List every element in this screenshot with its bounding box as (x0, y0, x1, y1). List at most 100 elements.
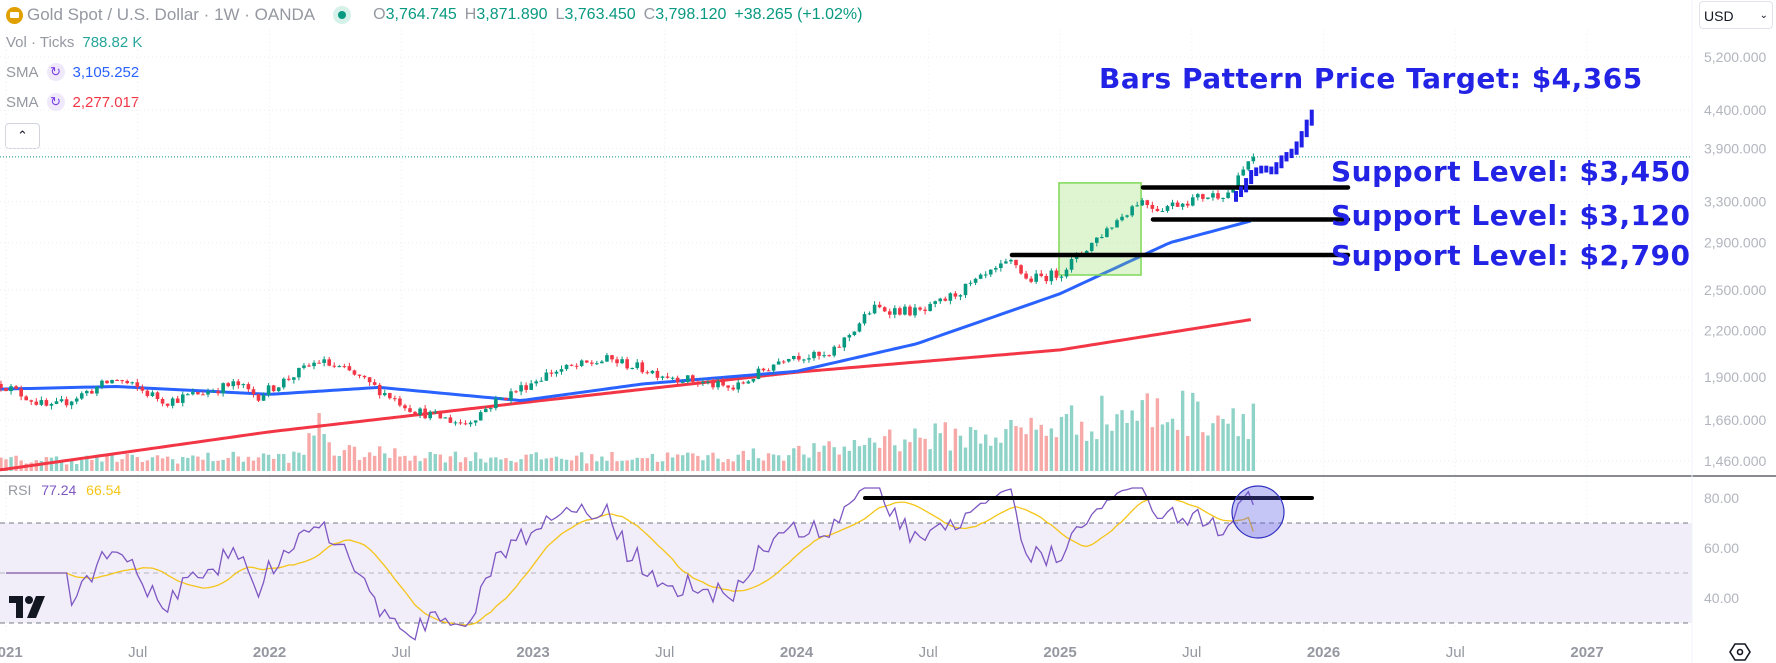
volume-bar (1211, 423, 1215, 471)
volume-bar (539, 459, 543, 471)
volume-bar (256, 457, 261, 471)
candle-body (938, 298, 943, 302)
volume-bar (75, 464, 79, 471)
collapse-legend-button[interactable]: ⌃ (5, 123, 40, 149)
refresh-icon[interactable]: ↻ (46, 63, 65, 81)
x-tick-label: 2022 (253, 644, 286, 661)
volume-bar (893, 445, 897, 471)
candle-body (615, 359, 619, 364)
volume-bar (989, 445, 993, 471)
candle-body (14, 386, 18, 389)
candle-body (908, 306, 912, 316)
settings-icon[interactable] (1729, 642, 1751, 662)
chevron-down-icon: ⌄ (1759, 10, 1768, 21)
volume-bar (463, 457, 468, 471)
volume-bar (1074, 434, 1079, 471)
price-target-annotation[interactable]: Bars Pattern Price Target: $4,365 (1099, 62, 1643, 95)
volume-bar (1150, 427, 1155, 471)
volume-bar (448, 456, 453, 471)
candle-body (201, 394, 205, 396)
candle-body (155, 392, 160, 399)
volume-bar (883, 436, 887, 471)
candle-body (716, 381, 720, 388)
candle-body (115, 379, 119, 381)
gold-logo-icon (6, 6, 23, 24)
volume-bar (236, 456, 240, 471)
projection-bar (1234, 190, 1238, 202)
price-tick-label: 2,500.000 (1704, 282, 1766, 298)
candle-body (630, 367, 634, 369)
candle-body (973, 278, 978, 283)
candle-body (206, 391, 210, 395)
volume-bar (423, 458, 427, 471)
volume-bar (1069, 405, 1074, 471)
volume-bar (145, 460, 150, 471)
candle-body (731, 387, 735, 390)
rsi-value: 77.24 (41, 482, 77, 498)
candle-body (423, 408, 427, 419)
support-label-2790[interactable]: Support Level: $2,790 (1331, 239, 1691, 272)
candle-body (579, 360, 584, 366)
x-tick-label: Jul (392, 644, 411, 661)
candle-body (1054, 270, 1059, 278)
volume-bar (110, 454, 114, 471)
volume-bar (322, 434, 326, 471)
rsi-label: RSI (8, 482, 32, 498)
volume-bar (150, 457, 155, 471)
volume-bar (337, 455, 341, 471)
volume-bar (80, 459, 84, 471)
sma-50-line (0, 219, 1252, 403)
candle-body (1089, 242, 1094, 251)
volume-bar (519, 459, 523, 471)
volume-bar (1085, 440, 1089, 471)
volume-bar (580, 452, 584, 471)
volume-bar (898, 451, 902, 471)
candle-body (64, 399, 69, 406)
candle-body (736, 382, 741, 390)
legend-sma-50[interactable]: SMA ↻ 3,105.252 (6, 63, 139, 81)
volume-bar (1196, 401, 1200, 471)
legend-rsi[interactable]: RSI 77.24 66.54 (8, 482, 121, 498)
candle-body (150, 392, 155, 397)
candle-body (786, 359, 791, 362)
candle-body (34, 401, 39, 405)
currency-selector[interactable]: USD ⌄ (1699, 1, 1773, 29)
tradingview-logo-icon[interactable] (9, 596, 47, 620)
volume-bar (529, 454, 533, 471)
candle-body (887, 311, 892, 315)
rsi-tick-label: 40.00 (1704, 590, 1739, 606)
volume-bar (302, 454, 306, 471)
candle-body (746, 381, 751, 384)
volume-bar (307, 433, 311, 471)
price-tick-label: 1,460.000 (1704, 453, 1766, 469)
legend-volume[interactable]: Vol · Ticks 788.82 K (6, 34, 142, 51)
candle-body (1059, 276, 1064, 278)
candle-body (312, 362, 316, 367)
volume-bar (630, 459, 634, 471)
candle-body (130, 382, 135, 384)
volume-bar (963, 447, 968, 471)
refresh-icon[interactable]: ↻ (46, 93, 65, 111)
symbol-title[interactable]: Gold Spot / U.S. Dollar · 1W · OANDA (27, 5, 316, 24)
candle-body (640, 362, 645, 373)
volume-bar (1095, 439, 1099, 471)
support-label-3120[interactable]: Support Level: $3,120 (1331, 199, 1691, 232)
candle-body (918, 307, 922, 310)
candle-body (756, 368, 761, 379)
legend-sma-200[interactable]: SMA ↻ 2,277.017 (6, 93, 139, 111)
volume-bar (1191, 392, 1195, 471)
candle-body (519, 385, 523, 392)
volume-bar (741, 450, 745, 471)
volume-bar (1105, 424, 1109, 471)
chevron-up-icon: ⌃ (17, 128, 28, 143)
candle-body (963, 283, 968, 296)
candle-body (534, 381, 539, 384)
support-label-3450[interactable]: Support Level: $3,450 (1331, 155, 1691, 188)
volume-bar (569, 460, 574, 471)
candle-body (605, 355, 609, 362)
candle-body (625, 359, 629, 369)
candle-body (1084, 250, 1089, 254)
candle-body (418, 408, 422, 415)
volume-bar (948, 450, 953, 471)
